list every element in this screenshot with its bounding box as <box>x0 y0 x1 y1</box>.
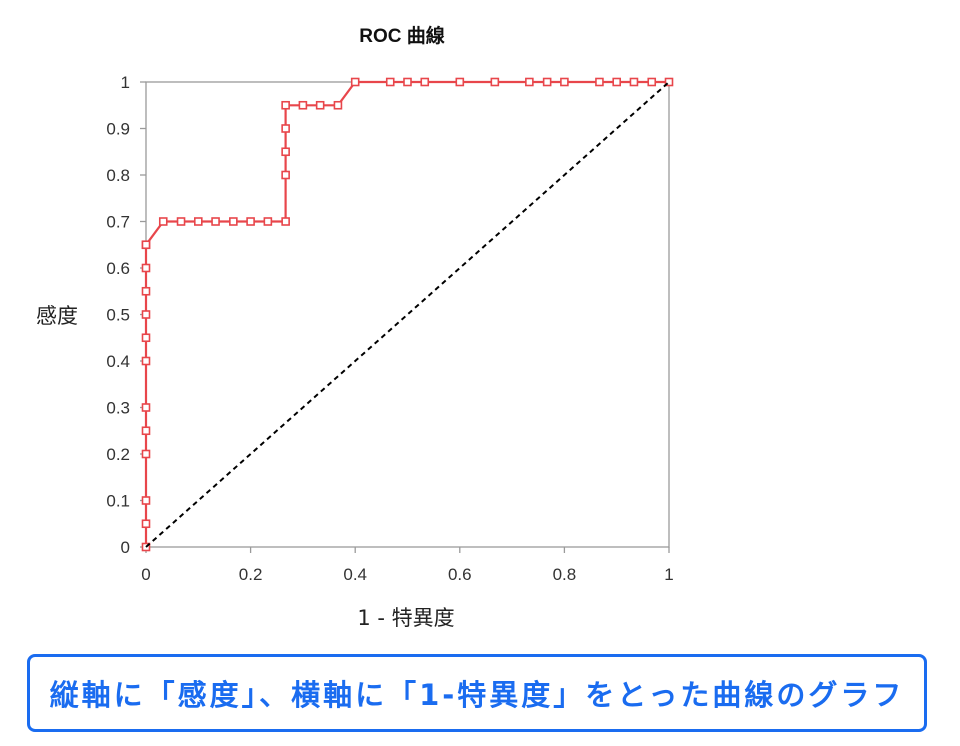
roc-point <box>612 77 622 87</box>
x-tick-label: 0 <box>141 565 150 584</box>
y-axis: 0 0.1 0.2 0.3 0.4 0.5 0.6 0.7 0.8 0.9 1 <box>106 73 146 557</box>
roc-point <box>141 333 151 343</box>
roc-point <box>350 77 360 87</box>
roc-point <box>281 124 290 133</box>
roc-chart: ROC 曲線 0 0.2 0.4 0.6 0.8 1 0 0.1 0.2 0.3 0.4 0.5 0.… <box>36 24 674 630</box>
y-tick-label: 0.8 <box>106 166 130 185</box>
roc-point <box>141 240 151 250</box>
roc-point <box>141 449 151 459</box>
roc-point <box>525 77 534 87</box>
y-tick-label: 0.4 <box>106 352 130 371</box>
roc-point <box>385 77 395 87</box>
roc-point <box>158 217 168 226</box>
roc-point <box>141 356 151 366</box>
roc-point <box>420 77 430 87</box>
chart-svg: ROC 曲線 0 0.2 0.4 0.6 0.8 1 0 0.1 0.2 0.3 0.4 0.5 0.… <box>36 24 674 630</box>
roc-point <box>490 77 500 87</box>
roc-point <box>141 426 151 436</box>
roc-point <box>333 100 343 110</box>
y-tick-label: 0.9 <box>106 120 130 139</box>
roc-point <box>176 217 186 226</box>
roc-point <box>560 77 569 87</box>
roc-point <box>246 217 255 226</box>
series-layer <box>141 77 674 552</box>
roc-point <box>298 100 308 110</box>
caption-box: 縦軸に「感度」、横軸に「1-特異度」をとった曲線のグラフ <box>27 654 927 732</box>
y-tick-label: 0.2 <box>106 445 130 464</box>
y-tick-label: 1 <box>121 73 130 92</box>
roc-point <box>403 77 412 87</box>
diagonal-reference-line <box>145 81 670 548</box>
roc-point <box>141 519 151 529</box>
roc-point <box>315 100 325 110</box>
roc-point <box>229 217 238 226</box>
x-tick-label: 0.2 <box>239 565 263 584</box>
x-tick-label: 0.4 <box>343 565 367 584</box>
y-axis-label: 感度 <box>36 304 78 328</box>
y-tick-label: 0.7 <box>106 213 130 232</box>
roc-point <box>455 77 465 87</box>
y-tick-label: 0.6 <box>106 259 130 278</box>
roc-point <box>281 217 290 226</box>
roc-point <box>664 77 674 87</box>
roc-point <box>141 310 151 319</box>
roc-point <box>141 496 151 505</box>
caption-text: 縦軸に「感度」、横軸に「1-特異度」をとった曲線のグラフ <box>49 678 905 712</box>
roc-point <box>595 77 604 87</box>
y-tick-label: 0.1 <box>106 492 130 511</box>
x-tick-label: 0.6 <box>448 565 472 584</box>
x-tick-label: 1 <box>664 565 673 584</box>
roc-point <box>141 403 151 412</box>
x-tick-label: 0.8 <box>553 565 577 584</box>
roc-point <box>263 217 273 226</box>
y-tick-label: 0 <box>121 538 130 557</box>
x-axis: 0 0.2 0.4 0.6 0.8 1 <box>141 547 674 584</box>
x-axis-label: 1 - 特異度 <box>357 606 454 630</box>
roc-point <box>629 77 639 87</box>
roc-point <box>542 77 552 87</box>
roc-point <box>281 147 290 157</box>
roc-point <box>281 100 290 110</box>
roc-point <box>281 170 290 180</box>
roc-point <box>141 263 151 273</box>
roc-point <box>194 217 203 226</box>
y-tick-label: 0.3 <box>106 399 130 418</box>
roc-point <box>211 217 220 226</box>
y-tick-label: 0.5 <box>106 306 130 325</box>
roc-point <box>141 286 151 296</box>
chart-title: ROC 曲線 <box>359 24 445 47</box>
roc-point <box>647 77 657 87</box>
